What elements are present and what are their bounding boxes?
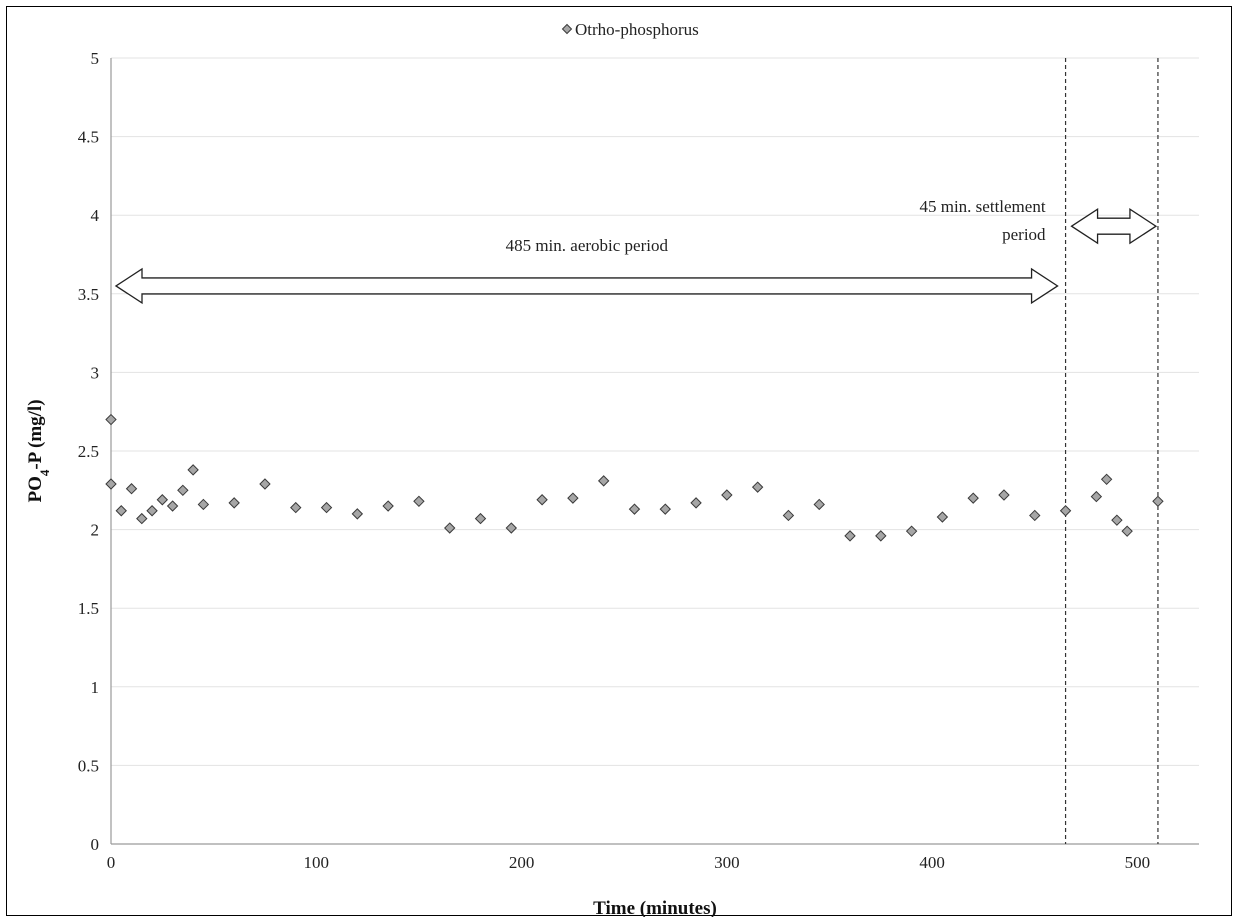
legend: Otrho-phosphorus xyxy=(561,20,699,39)
data-point xyxy=(136,512,148,525)
data-point xyxy=(187,464,199,476)
data-point xyxy=(320,501,333,514)
data-points xyxy=(105,413,1164,542)
aerobic-period-label: 485 min. aerobic period xyxy=(506,236,669,255)
x-axis-title: Time (minutes) xyxy=(593,898,717,917)
data-point xyxy=(505,522,518,534)
data-point xyxy=(105,478,117,490)
data-point xyxy=(1121,525,1133,537)
y-tick-label: 4.5 xyxy=(78,128,99,147)
data-point xyxy=(197,498,210,511)
x-tick-label: 300 xyxy=(714,853,740,872)
y-tick-label: 1.5 xyxy=(78,599,99,618)
data-point xyxy=(721,489,733,501)
data-point xyxy=(875,530,887,542)
data-point xyxy=(1100,473,1113,486)
x-tick-label: 0 xyxy=(107,853,116,872)
data-point xyxy=(567,492,579,504)
y-tick-label: 0 xyxy=(91,835,100,854)
data-point xyxy=(844,530,856,542)
period-annotations: 485 min. aerobic period 45 min. settlemen… xyxy=(114,197,1158,305)
data-point xyxy=(813,498,825,511)
data-point xyxy=(444,522,456,534)
y-tick-label: 2.5 xyxy=(78,442,99,461)
data-point xyxy=(177,484,189,497)
data-point xyxy=(597,475,610,487)
y-axis-title: PO4-P (mg/l) xyxy=(25,399,52,502)
data-point xyxy=(146,505,158,517)
data-point xyxy=(166,500,179,512)
data-point xyxy=(659,503,671,515)
period-boundaries xyxy=(1064,58,1159,844)
data-point xyxy=(1111,514,1123,526)
legend-label: Otrho-phosphorus xyxy=(575,20,699,39)
data-point xyxy=(751,481,764,493)
axis-labels: 0 0.5 1 1.5 2 2.5 3 3.5 4 4.5 5 0 100 200 300 400 500 Tim… xyxy=(25,49,1150,917)
axes xyxy=(110,58,1199,845)
data-point xyxy=(536,494,548,506)
x-tick-label: 400 xyxy=(919,853,945,872)
data-point xyxy=(156,494,169,506)
data-point xyxy=(1152,495,1164,508)
data-point xyxy=(628,503,641,515)
data-point xyxy=(998,489,1010,501)
settlement-period-arrow xyxy=(1070,208,1158,245)
data-point xyxy=(967,492,979,504)
legend-marker xyxy=(561,23,573,35)
data-point xyxy=(351,508,364,520)
scatter-chart: 485 min. aerobic period 45 min. settlemen… xyxy=(25,20,1199,917)
y-tick-label: 1 xyxy=(91,678,100,697)
y-tick-label: 5 xyxy=(91,49,100,68)
x-tick-label: 500 xyxy=(1125,853,1151,872)
y-tick-label: 3.5 xyxy=(78,285,99,304)
y-tick-label: 4 xyxy=(91,206,100,225)
data-point xyxy=(228,497,240,509)
data-point xyxy=(1029,509,1041,522)
y-tick-label: 2 xyxy=(91,521,100,540)
data-point xyxy=(290,501,302,514)
data-point xyxy=(115,505,127,517)
data-point xyxy=(259,478,271,490)
data-point xyxy=(905,525,918,537)
data-point xyxy=(936,511,949,523)
data-point xyxy=(1059,505,1072,517)
x-tick-label: 100 xyxy=(304,853,330,872)
data-point xyxy=(782,509,795,522)
chart-frame: 485 min. aerobic period 45 min. settlemen… xyxy=(6,6,1232,917)
data-point xyxy=(125,483,138,495)
settlement-period-label-line2: period xyxy=(1002,225,1046,244)
data-point xyxy=(474,512,487,525)
data-point xyxy=(413,495,425,508)
y-tick-label: 3 xyxy=(91,363,100,382)
settlement-period-label-line1: 45 min. settlement xyxy=(919,197,1045,216)
aerobic-period-arrow xyxy=(114,267,1059,305)
gridlines xyxy=(111,57,1199,766)
y-tick-label: 0.5 xyxy=(78,756,99,775)
data-point xyxy=(690,497,702,509)
data-point xyxy=(382,500,394,512)
data-point xyxy=(105,413,117,426)
data-point xyxy=(1090,490,1103,503)
x-tick-label: 200 xyxy=(509,853,535,872)
